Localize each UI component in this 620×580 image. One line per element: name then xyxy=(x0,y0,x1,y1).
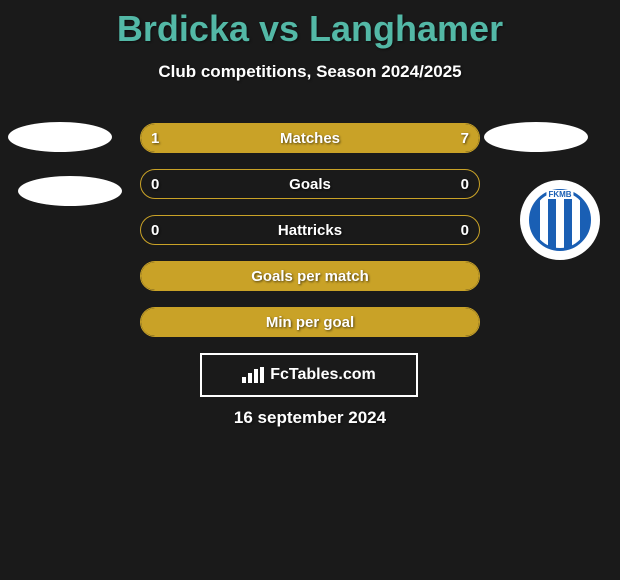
stat-row-min-per-goal: Min per goal xyxy=(140,307,480,337)
page-title: Brdicka vs Langhamer xyxy=(0,0,620,50)
stat-label: Hattricks xyxy=(141,216,479,244)
stat-label: Goals xyxy=(141,170,479,198)
club-code: FKMB xyxy=(546,190,573,199)
stat-value-right: 0 xyxy=(461,170,469,198)
right-player-club-logo: FKMB xyxy=(520,180,600,260)
date-text: 16 september 2024 xyxy=(0,408,620,428)
stat-label: Matches xyxy=(141,124,479,152)
stat-label: Min per goal xyxy=(141,308,479,336)
stat-row-goals-per-match: Goals per match xyxy=(140,261,480,291)
branding-box: FcTables.com xyxy=(200,353,418,397)
branding-text: FcTables.com xyxy=(270,366,376,384)
stats-container: 1 Matches 7 0 Goals 0 0 Hattricks 0 Goal… xyxy=(140,123,480,353)
chart-icon xyxy=(242,367,264,383)
stat-row-goals: 0 Goals 0 xyxy=(140,169,480,199)
stat-value-right: 7 xyxy=(461,124,469,152)
stat-row-hattricks: 0 Hattricks 0 xyxy=(140,215,480,245)
right-player-avatar xyxy=(484,122,588,152)
stat-value-right: 0 xyxy=(461,216,469,244)
left-player-club-placeholder xyxy=(18,176,122,206)
stat-label: Goals per match xyxy=(141,262,479,290)
subtitle: Club competitions, Season 2024/2025 xyxy=(0,62,620,82)
stat-row-matches: 1 Matches 7 xyxy=(140,123,480,153)
left-player-avatar xyxy=(8,122,112,152)
